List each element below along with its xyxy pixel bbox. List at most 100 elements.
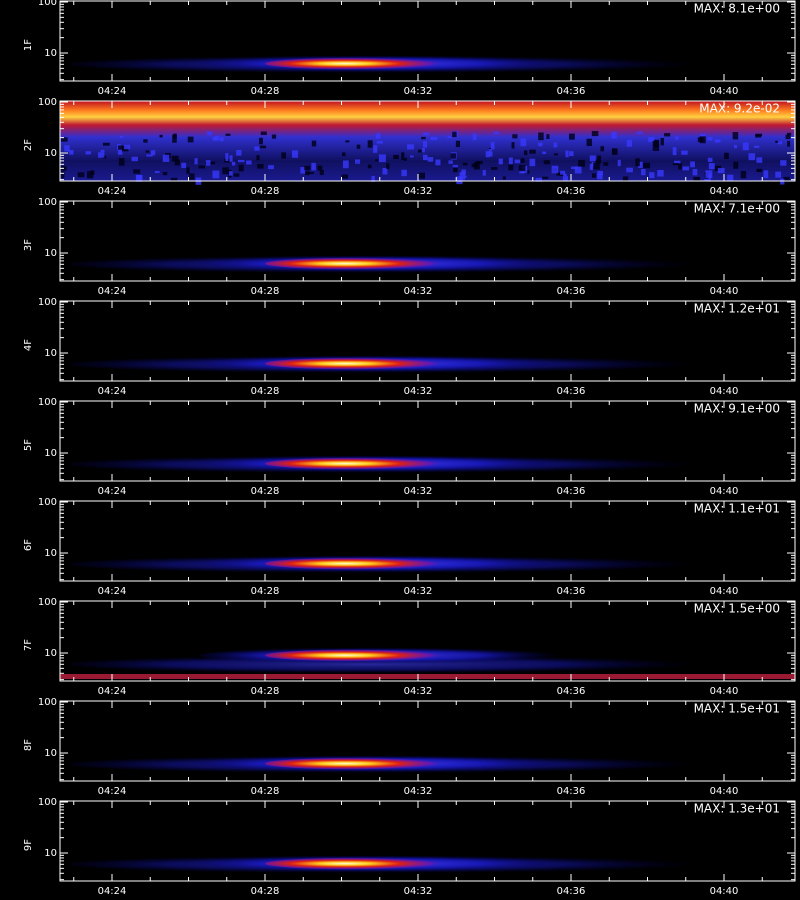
x-tick-label: 04:28 — [251, 186, 280, 197]
intensity-core — [265, 57, 465, 70]
y-tick-label: 10 — [44, 448, 57, 459]
intensity-speckle — [597, 155, 602, 164]
intensity-speckle — [159, 134, 163, 138]
intensity-speckle — [529, 158, 536, 167]
intensity-speckle — [600, 146, 605, 152]
intensity-speckle — [622, 176, 629, 182]
plot-frame — [59, 200, 796, 282]
intensity-speckle — [591, 131, 599, 137]
intensity-core — [265, 357, 465, 370]
intensity-speckle — [463, 175, 467, 178]
intensity-speckle — [472, 133, 477, 141]
x-tick-label: 04:40 — [710, 686, 739, 697]
panel-label: 5F — [23, 439, 34, 451]
intensity-speckle — [206, 131, 213, 134]
intensity-speckle — [64, 145, 70, 152]
x-tick-label: 04:40 — [710, 486, 739, 497]
intensity-speckle — [448, 160, 453, 164]
intensity-speckle — [488, 149, 493, 157]
intensity-speckle — [740, 170, 747, 179]
y-tick-label: 100 — [38, 297, 57, 308]
plot-frame — [59, 300, 796, 382]
max-label: MAX: 7.1e+00 — [694, 202, 780, 216]
intensity-speckle — [783, 176, 790, 184]
intensity-speckle — [520, 138, 527, 147]
intensity-speckle — [271, 134, 277, 139]
intensity-speckle — [597, 170, 604, 176]
intensity-speckle — [198, 165, 206, 169]
intensity-speckle — [371, 175, 375, 182]
intensity-core — [265, 649, 465, 662]
panel-label: 3F — [23, 239, 34, 251]
intensity-speckle — [225, 153, 229, 161]
intensity-speckle — [586, 138, 592, 147]
max-label: MAX: 1.2e+01 — [694, 302, 780, 316]
x-tick-label: 04:36 — [557, 386, 586, 397]
panel: 100 10 04:24 04:28 04:32 04:36 04:40 MAX: 1.5e+… — [23, 697, 796, 797]
plot-frame — [59, 400, 796, 482]
intensity-speckle — [102, 142, 110, 146]
intensity-speckle — [162, 171, 168, 176]
max-label: MAX: 9.1e+00 — [694, 402, 780, 416]
intensity-speckle — [236, 149, 242, 156]
intensity-speckle — [649, 172, 655, 179]
x-tick-label: 04:40 — [710, 286, 739, 297]
intensity-speckle — [578, 159, 585, 167]
intensity-speckle — [219, 137, 224, 142]
intensity-speckle — [473, 162, 480, 170]
y-tick-label: 10 — [44, 48, 57, 59]
intensity-speckle — [551, 165, 559, 174]
intensity-speckle — [98, 152, 105, 158]
intensity-speckle — [635, 158, 640, 167]
intensity-speckle — [228, 171, 233, 176]
intensity-speckle — [568, 133, 575, 140]
intensity-speckle — [319, 169, 324, 176]
y-tick-label: 100 — [38, 197, 57, 208]
x-tick-label: 04:28 — [251, 786, 280, 797]
intensity-speckle — [724, 152, 729, 160]
x-tick-label: 04:36 — [557, 286, 586, 297]
intensity-speckle — [560, 170, 566, 175]
y-tick-label: 10 — [44, 648, 57, 659]
intensity-speckle — [136, 175, 143, 181]
intensity-speckle — [373, 145, 378, 153]
intensity-speckle — [542, 151, 547, 155]
intensity-speckle — [787, 132, 792, 136]
max-label: MAX: 9.2e-02 — [699, 102, 780, 116]
intensity-speckle — [162, 154, 170, 162]
y-tick-label: 100 — [38, 97, 57, 108]
panel: 100 10 04:24 04:28 04:32 04:36 04:40 MAX: 1.5e+… — [23, 597, 796, 697]
intensity-speckle — [681, 150, 688, 155]
intensity-speckle — [538, 132, 544, 141]
intensity-speckle — [569, 151, 574, 156]
intensity-speckle — [376, 141, 384, 144]
intensity-speckle — [154, 170, 160, 174]
intensity-speckle — [611, 148, 616, 155]
intensity-speckle — [612, 148, 618, 155]
y-tick-label: 100 — [38, 0, 57, 8]
intensity-speckle — [300, 167, 306, 174]
panel-label: 8F — [23, 739, 34, 751]
intensity-speckle — [356, 144, 361, 149]
intensity-speckle — [787, 140, 791, 147]
x-tick-label: 04:36 — [557, 186, 586, 197]
intensity-speckle — [210, 161, 216, 165]
x-tick-label: 04:28 — [251, 586, 280, 597]
intensity-speckle — [538, 142, 543, 147]
intensity-speckle — [461, 169, 466, 175]
intensity-speckle — [403, 157, 407, 161]
panel-label: 1F — [23, 39, 34, 51]
intensity-speckle — [231, 161, 236, 166]
y-tick-label: 10 — [44, 848, 57, 859]
intensity-speckle — [611, 131, 617, 139]
intensity-speckle — [422, 154, 428, 161]
intensity-speckle — [401, 169, 407, 177]
intensity-core — [265, 757, 465, 770]
intensity-speckle — [626, 139, 632, 147]
intensity-speckle — [589, 163, 594, 170]
x-tick-label: 04:36 — [557, 486, 586, 497]
intensity-speckle — [427, 157, 434, 162]
intensity-speckle — [692, 168, 698, 176]
x-tick-label: 04:28 — [251, 86, 280, 97]
